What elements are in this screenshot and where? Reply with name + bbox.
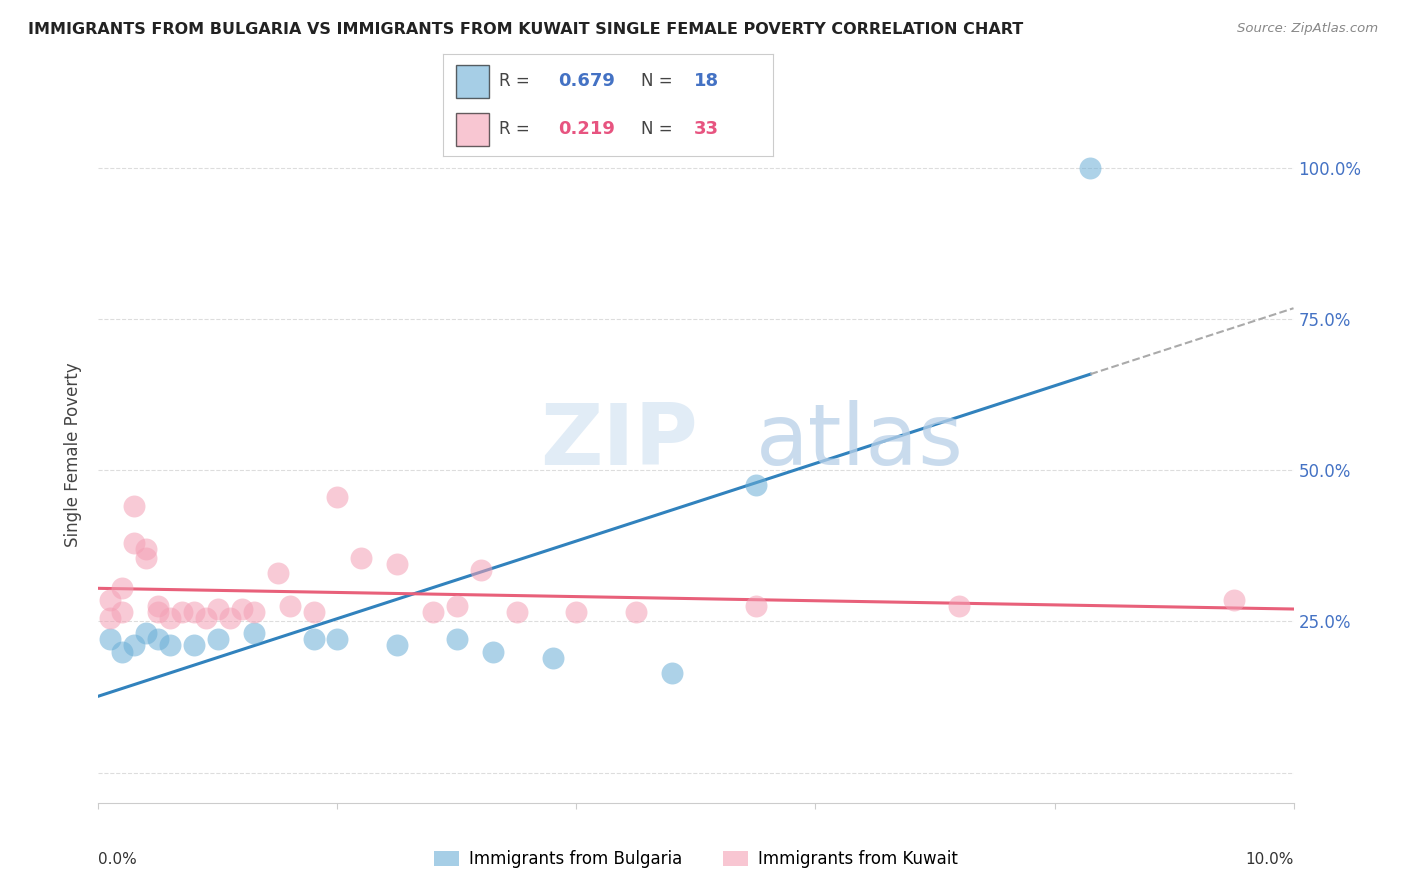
Point (183, 605, 205, 619)
Point (148, 605, 170, 619)
Text: N =: N = (641, 72, 678, 90)
Point (243, 626, 266, 640)
Point (948, 599, 970, 614)
Y-axis label: Single Female Poverty: Single Female Poverty (65, 363, 83, 547)
Text: atlas: atlas (756, 400, 963, 483)
Text: 0.679: 0.679 (558, 72, 616, 90)
Point (100, 611, 122, 625)
Point (172, 605, 194, 619)
Point (1080, 161, 1102, 175)
Point (124, 639, 146, 653)
Point (422, 605, 444, 619)
Text: 0.0%: 0.0% (98, 852, 138, 866)
Point (541, 650, 564, 665)
Point (302, 632, 325, 647)
Point (159, 639, 181, 653)
Point (326, 490, 349, 504)
Point (124, 535, 146, 549)
Point (661, 665, 683, 680)
Point (470, 563, 492, 577)
Point (446, 632, 468, 647)
Text: Source: ZipAtlas.com: Source: ZipAtlas.com (1237, 22, 1378, 36)
Point (231, 602, 253, 616)
Point (148, 632, 170, 647)
Point (278, 599, 301, 614)
Point (481, 644, 505, 658)
FancyBboxPatch shape (456, 113, 489, 145)
Point (565, 605, 588, 619)
Point (326, 632, 349, 647)
Point (207, 602, 229, 616)
Point (350, 550, 373, 565)
Point (385, 557, 409, 571)
Text: 10.0%: 10.0% (1246, 852, 1294, 866)
Point (302, 605, 325, 619)
Text: 33: 33 (695, 120, 718, 138)
Point (148, 599, 170, 614)
Point (626, 605, 648, 619)
Point (745, 478, 768, 492)
Point (195, 611, 218, 625)
Point (219, 611, 242, 625)
Text: R =: R = (499, 72, 536, 90)
Text: IMMIGRANTS FROM BULGARIA VS IMMIGRANTS FROM KUWAIT SINGLE FEMALE POVERTY CORRELA: IMMIGRANTS FROM BULGARIA VS IMMIGRANTS F… (28, 22, 1024, 37)
Point (124, 500, 146, 514)
Point (183, 639, 205, 653)
Text: 0.219: 0.219 (558, 120, 616, 138)
Point (267, 566, 290, 580)
Text: 18: 18 (695, 72, 718, 90)
Legend: Immigrants from Bulgaria, Immigrants from Kuwait: Immigrants from Bulgaria, Immigrants fro… (427, 843, 965, 874)
Point (100, 632, 122, 647)
Text: R =: R = (499, 120, 536, 138)
Point (111, 605, 134, 619)
Text: ZIP: ZIP (540, 400, 699, 483)
Point (111, 581, 134, 595)
Point (159, 611, 181, 625)
Point (506, 605, 529, 619)
Point (111, 644, 134, 658)
FancyBboxPatch shape (456, 65, 489, 97)
Point (243, 605, 266, 619)
Point (100, 593, 122, 607)
Point (135, 541, 157, 556)
Point (207, 632, 229, 647)
Point (1223, 593, 1246, 607)
Point (446, 599, 468, 614)
Point (135, 626, 157, 640)
Point (745, 599, 768, 614)
Point (135, 550, 157, 565)
Text: N =: N = (641, 120, 678, 138)
Point (385, 639, 409, 653)
